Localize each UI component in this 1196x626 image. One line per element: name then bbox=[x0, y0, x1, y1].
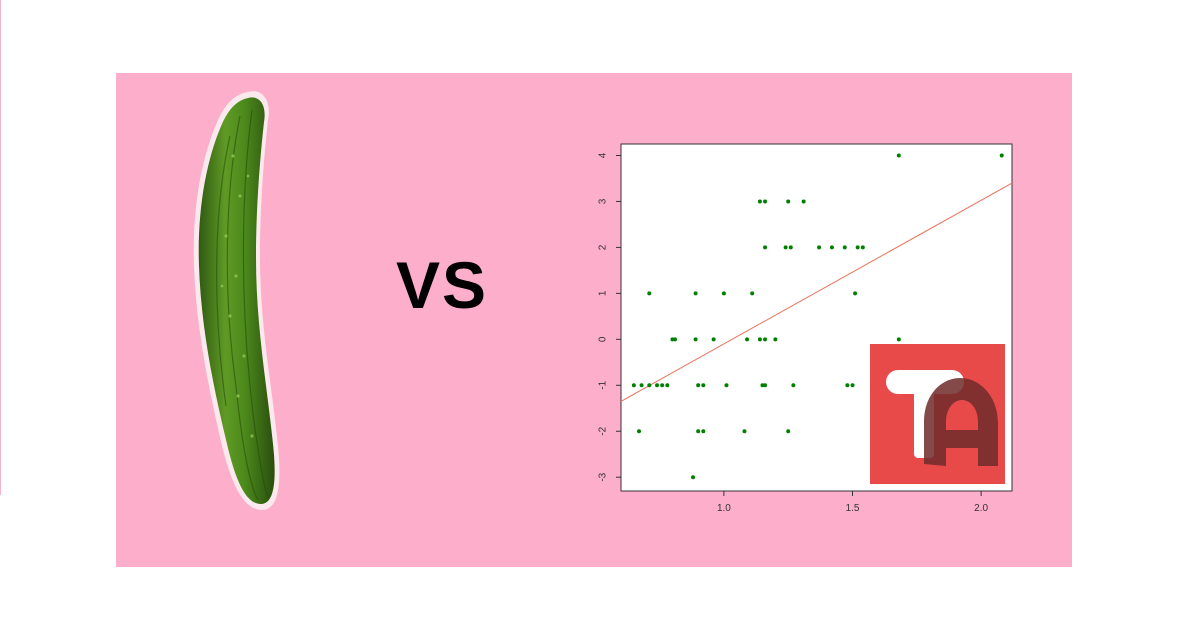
y-tick-label: -2 bbox=[598, 426, 609, 435]
data-point bbox=[750, 291, 755, 296]
data-point bbox=[724, 383, 729, 388]
data-point bbox=[763, 337, 768, 342]
data-point bbox=[850, 383, 855, 388]
data-point bbox=[647, 291, 652, 296]
data-point bbox=[817, 245, 822, 250]
y-tick-label: 0 bbox=[598, 336, 609, 342]
x-axis: 1.0 1.5 2.0 bbox=[717, 491, 989, 514]
cucumber-icon bbox=[178, 86, 288, 514]
x-tick-label: 1.5 bbox=[846, 503, 860, 514]
data-point bbox=[745, 337, 750, 342]
y-axis: -3 -2 -1 0 1 2 3 4 bbox=[598, 152, 621, 482]
y-tick-label: -3 bbox=[598, 472, 609, 481]
data-point bbox=[845, 383, 850, 388]
data-point bbox=[842, 245, 847, 250]
data-point bbox=[763, 199, 768, 204]
data-point bbox=[773, 337, 778, 342]
data-point bbox=[742, 429, 747, 434]
data-point bbox=[655, 383, 660, 388]
y-tick-label: 1 bbox=[598, 290, 609, 296]
data-point bbox=[711, 337, 716, 342]
data-point bbox=[860, 245, 865, 250]
data-point bbox=[693, 337, 698, 342]
data-point bbox=[757, 199, 762, 204]
data-point bbox=[786, 199, 791, 204]
data-point bbox=[631, 383, 636, 388]
data-point bbox=[999, 153, 1004, 158]
data-point bbox=[757, 337, 762, 342]
data-point bbox=[673, 337, 678, 342]
data-point bbox=[701, 383, 706, 388]
regression-line-layer bbox=[620, 182, 1013, 402]
x-tick-label: 2.0 bbox=[974, 503, 988, 514]
data-points-layer bbox=[631, 153, 1004, 480]
data-point bbox=[855, 245, 860, 250]
data-point bbox=[896, 337, 901, 342]
data-point bbox=[788, 245, 793, 250]
data-point bbox=[647, 383, 652, 388]
regression-line bbox=[620, 182, 1013, 402]
ta-logo-icon bbox=[870, 344, 1005, 484]
data-point bbox=[783, 245, 788, 250]
data-point bbox=[853, 291, 858, 296]
data-point bbox=[693, 291, 698, 296]
data-point bbox=[763, 245, 768, 250]
x-tick-label: 1.0 bbox=[717, 503, 731, 514]
y-tick-label: -1 bbox=[598, 380, 609, 389]
data-point bbox=[696, 429, 701, 434]
data-point bbox=[701, 429, 706, 434]
data-point bbox=[791, 383, 796, 388]
data-point bbox=[665, 383, 670, 388]
vs-text: VS bbox=[396, 248, 489, 322]
data-point bbox=[786, 429, 791, 434]
data-point bbox=[696, 383, 701, 388]
data-point bbox=[637, 429, 642, 434]
data-point bbox=[721, 291, 726, 296]
data-point bbox=[829, 245, 834, 250]
data-point bbox=[691, 475, 696, 480]
y-tick-label: 2 bbox=[598, 244, 609, 250]
y-tick-label: 4 bbox=[598, 152, 609, 158]
data-point bbox=[639, 383, 644, 388]
data-point bbox=[763, 383, 768, 388]
data-point bbox=[896, 153, 901, 158]
left-edge-line bbox=[0, 0, 1, 495]
data-point bbox=[801, 199, 806, 204]
data-point bbox=[660, 383, 665, 388]
y-tick-label: 3 bbox=[598, 198, 609, 204]
